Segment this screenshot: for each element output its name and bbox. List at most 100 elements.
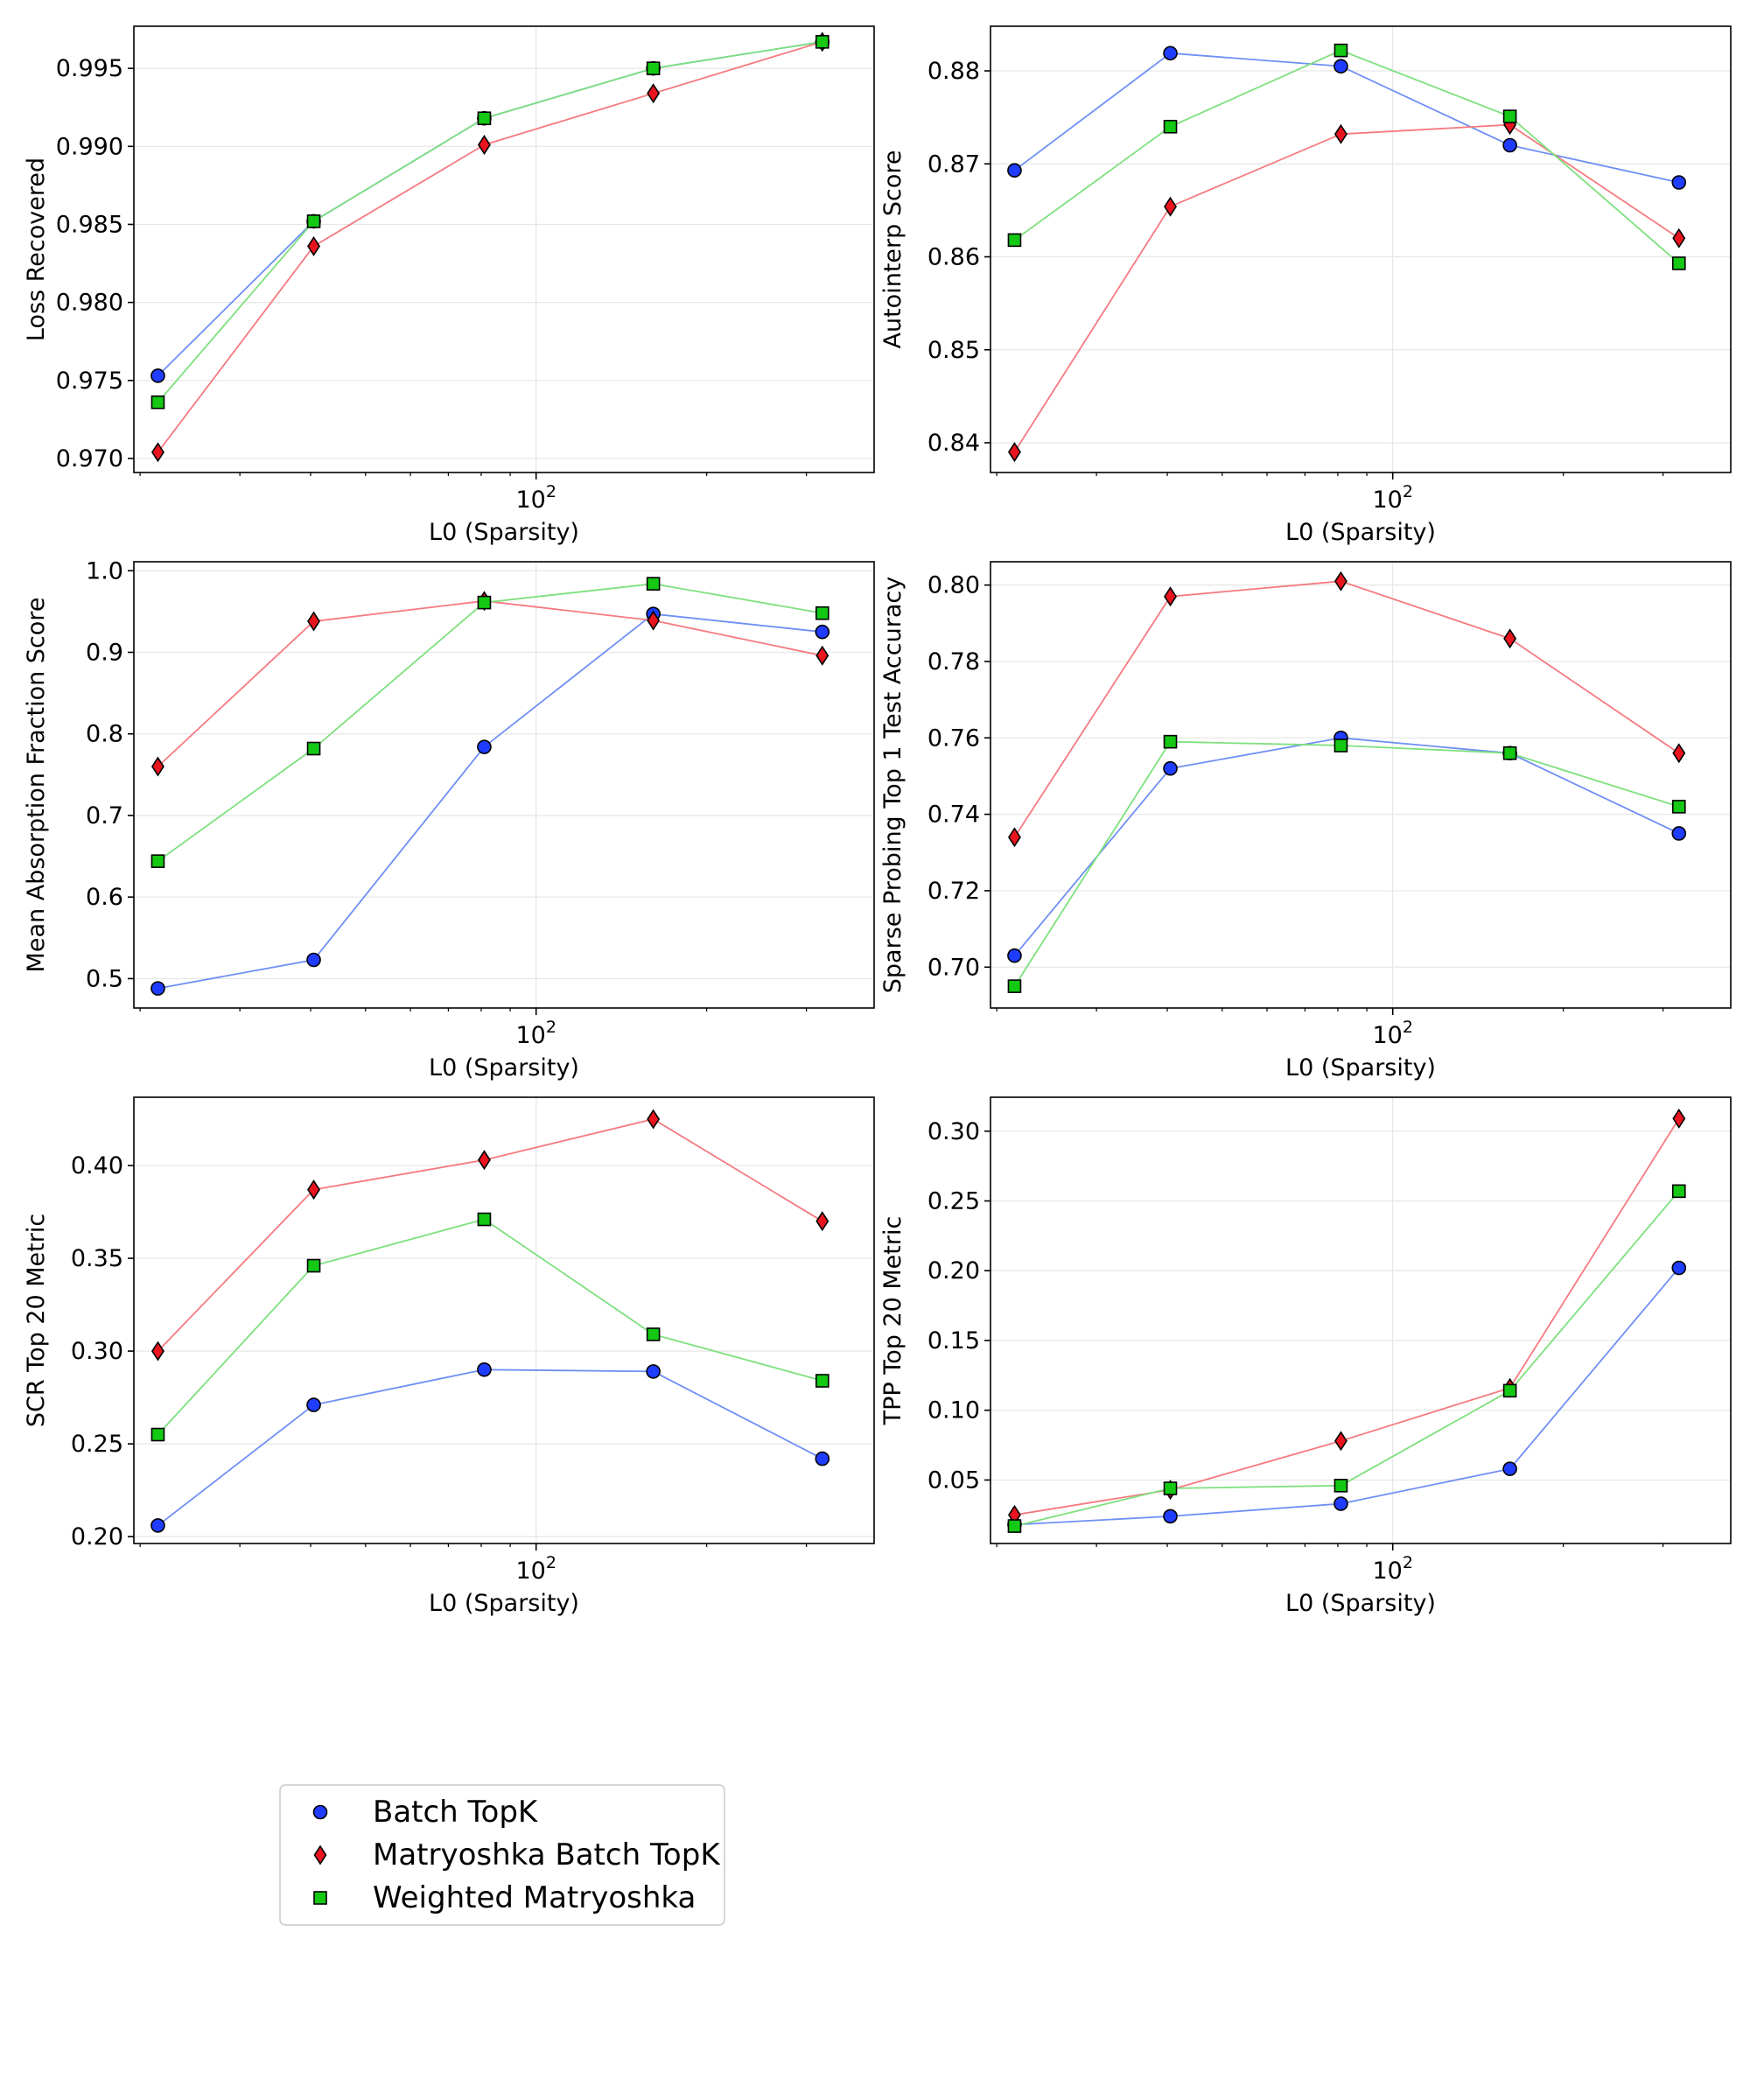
x-tick-label: 102 xyxy=(515,1018,556,1049)
point-weighted-matryoshka-5 xyxy=(815,35,830,49)
x-tick-label: 102 xyxy=(1372,1018,1412,1049)
point-matryoshka-batch-topk-2 xyxy=(307,235,320,256)
point-weighted-matryoshka-2 xyxy=(1163,119,1178,134)
point-weighted-matryoshka-1 xyxy=(1007,1519,1022,1533)
y-tick-label: 0.72 xyxy=(928,878,980,905)
y-tick-label: 0.970 xyxy=(56,445,123,472)
point-weighted-matryoshka-1 xyxy=(1007,979,1022,993)
gridlines xyxy=(134,26,874,472)
point-matryoshka-batch-topk-4 xyxy=(647,1109,661,1130)
point-weighted-matryoshka-3 xyxy=(1334,738,1348,752)
y-tick-label: 0.74 xyxy=(928,802,980,829)
y-tick-label: 0.10 xyxy=(928,1397,980,1424)
point-batch-topk-1 xyxy=(1007,948,1022,963)
y-tick-label: 0.85 xyxy=(928,337,980,364)
y-tick-label: 0.78 xyxy=(928,648,980,676)
point-matryoshka-batch-topk-2 xyxy=(1164,586,1177,607)
point-batch-topk-3 xyxy=(1334,1496,1348,1511)
y-tick-label: 0.05 xyxy=(928,1466,980,1494)
y-tick-label: 0.87 xyxy=(928,150,980,178)
point-batch-topk-3 xyxy=(477,739,492,754)
point-weighted-matryoshka-2 xyxy=(306,1258,321,1273)
point-weighted-matryoshka-4 xyxy=(646,1327,661,1341)
gridlines xyxy=(990,26,1731,472)
y-tick-label: 0.995 xyxy=(56,55,123,82)
point-batch-topk-2 xyxy=(306,1397,321,1412)
point-weighted-matryoshka-3 xyxy=(477,595,492,610)
legend-marker-matryoshka-batch-topk xyxy=(313,1844,327,1866)
point-matryoshka-batch-topk-4 xyxy=(647,610,661,631)
point-weighted-matryoshka-5 xyxy=(1671,256,1686,270)
point-matryoshka-batch-topk-1 xyxy=(1008,442,1021,463)
legend: Batch TopK Matryoshka Batch TopK Weighted … xyxy=(279,1784,725,1926)
point-matryoshka-batch-topk-1 xyxy=(151,756,164,777)
y-axis-label: Sparse Probing Top 1 Test Accuracy xyxy=(879,577,906,993)
y-axis-label: Mean Absorption Fraction Score xyxy=(23,598,50,973)
charts-layer: 0.970 0.975 0.980 0.985 0.990 0.995 102 L0 (Spa… xyxy=(23,25,1732,1617)
point-weighted-matryoshka-2 xyxy=(306,214,321,228)
y-tick-label: 0.15 xyxy=(928,1327,980,1354)
legend-marker-weighted-matryoshka xyxy=(313,1891,327,1905)
x-axis-label: L0 (Sparsity) xyxy=(1285,519,1436,546)
point-batch-topk-4 xyxy=(646,1364,661,1379)
y-tick-label: 1.0 xyxy=(86,557,123,584)
gridlines xyxy=(134,562,874,1008)
legend-frame xyxy=(279,1784,725,1926)
y-tick-label: 0.25 xyxy=(71,1431,123,1458)
point-matryoshka-batch-topk-5 xyxy=(1672,743,1686,764)
point-weighted-matryoshka-2 xyxy=(306,741,321,756)
x-axis-label: L0 (Sparsity) xyxy=(1285,1590,1436,1617)
point-matryoshka-batch-topk-3 xyxy=(1334,570,1348,592)
x-tick-label: 102 xyxy=(515,482,556,514)
point-weighted-matryoshka-4 xyxy=(1502,1383,1517,1398)
legend-label-batch-topk: Batch TopK xyxy=(373,1795,539,1830)
point-matryoshka-batch-topk-3 xyxy=(477,1150,491,1171)
point-matryoshka-batch-topk-2 xyxy=(307,611,320,632)
x-axis-label: L0 (Sparsity) xyxy=(1285,1054,1436,1082)
point-batch-topk-1 xyxy=(150,368,165,383)
point-matryoshka-batch-topk-4 xyxy=(1503,628,1517,649)
y-tick-label: 0.86 xyxy=(928,244,980,271)
point-weighted-matryoshka-5 xyxy=(1671,800,1686,814)
x-tick-label: 102 xyxy=(515,1553,556,1585)
gridlines xyxy=(990,1097,1731,1544)
legend-label-weighted-matryoshka: Weighted Matryoshka xyxy=(373,1880,696,1915)
gridlines xyxy=(134,1097,874,1544)
point-matryoshka-batch-topk-1 xyxy=(151,1340,164,1362)
point-weighted-matryoshka-3 xyxy=(1334,43,1348,58)
plot-frame xyxy=(990,561,1732,1009)
point-weighted-matryoshka-5 xyxy=(815,1374,830,1388)
point-batch-topk-4 xyxy=(1502,1461,1517,1476)
plot-frame xyxy=(990,1096,1732,1544)
y-tick-label: 0.20 xyxy=(71,1523,123,1550)
point-matryoshka-batch-topk-5 xyxy=(1672,1108,1686,1129)
y-tick-label: 0.990 xyxy=(56,133,123,160)
point-weighted-matryoshka-5 xyxy=(1671,1184,1686,1199)
chart-5-scr-top-20-metric: 0.20 0.25 0.30 0.35 0.40 102 L0 (Sparsity) SCR … xyxy=(23,1096,875,1617)
point-batch-topk-3 xyxy=(477,1362,492,1377)
point-batch-topk-1 xyxy=(150,981,165,996)
plot-frame xyxy=(133,25,875,473)
point-weighted-matryoshka-1 xyxy=(150,1427,165,1442)
point-batch-topk-2 xyxy=(306,952,321,968)
x-axis-label: L0 (Sparsity) xyxy=(429,1590,579,1617)
y-tick-label: 0.80 xyxy=(928,572,980,599)
point-batch-topk-5 xyxy=(815,624,830,640)
y-tick-label: 0.88 xyxy=(928,58,980,85)
chart-3-mean-absorption-fraction-score: 0.5 0.6 0.7 0.8 0.9 1.0 102 L0 (Sparsity) Mean A… xyxy=(23,557,875,1082)
point-batch-topk-1 xyxy=(1007,163,1022,178)
y-axis-label: Loss Recovered xyxy=(23,158,50,341)
point-weighted-matryoshka-3 xyxy=(477,1212,492,1227)
x-axis-label: L0 (Sparsity) xyxy=(429,1054,579,1082)
point-batch-topk-5 xyxy=(1671,175,1687,190)
y-axis-label: TPP Top 20 Metric xyxy=(879,1216,906,1426)
point-matryoshka-batch-topk-5 xyxy=(816,645,830,666)
y-tick-label: 0.980 xyxy=(56,290,123,317)
y-tick-label: 0.30 xyxy=(928,1118,980,1145)
point-matryoshka-batch-topk-1 xyxy=(151,442,164,463)
point-weighted-matryoshka-3 xyxy=(1334,1479,1348,1493)
point-matryoshka-batch-topk-5 xyxy=(816,1211,830,1232)
point-matryoshka-batch-topk-2 xyxy=(307,1180,320,1200)
point-matryoshka-batch-topk-5 xyxy=(1672,228,1686,248)
